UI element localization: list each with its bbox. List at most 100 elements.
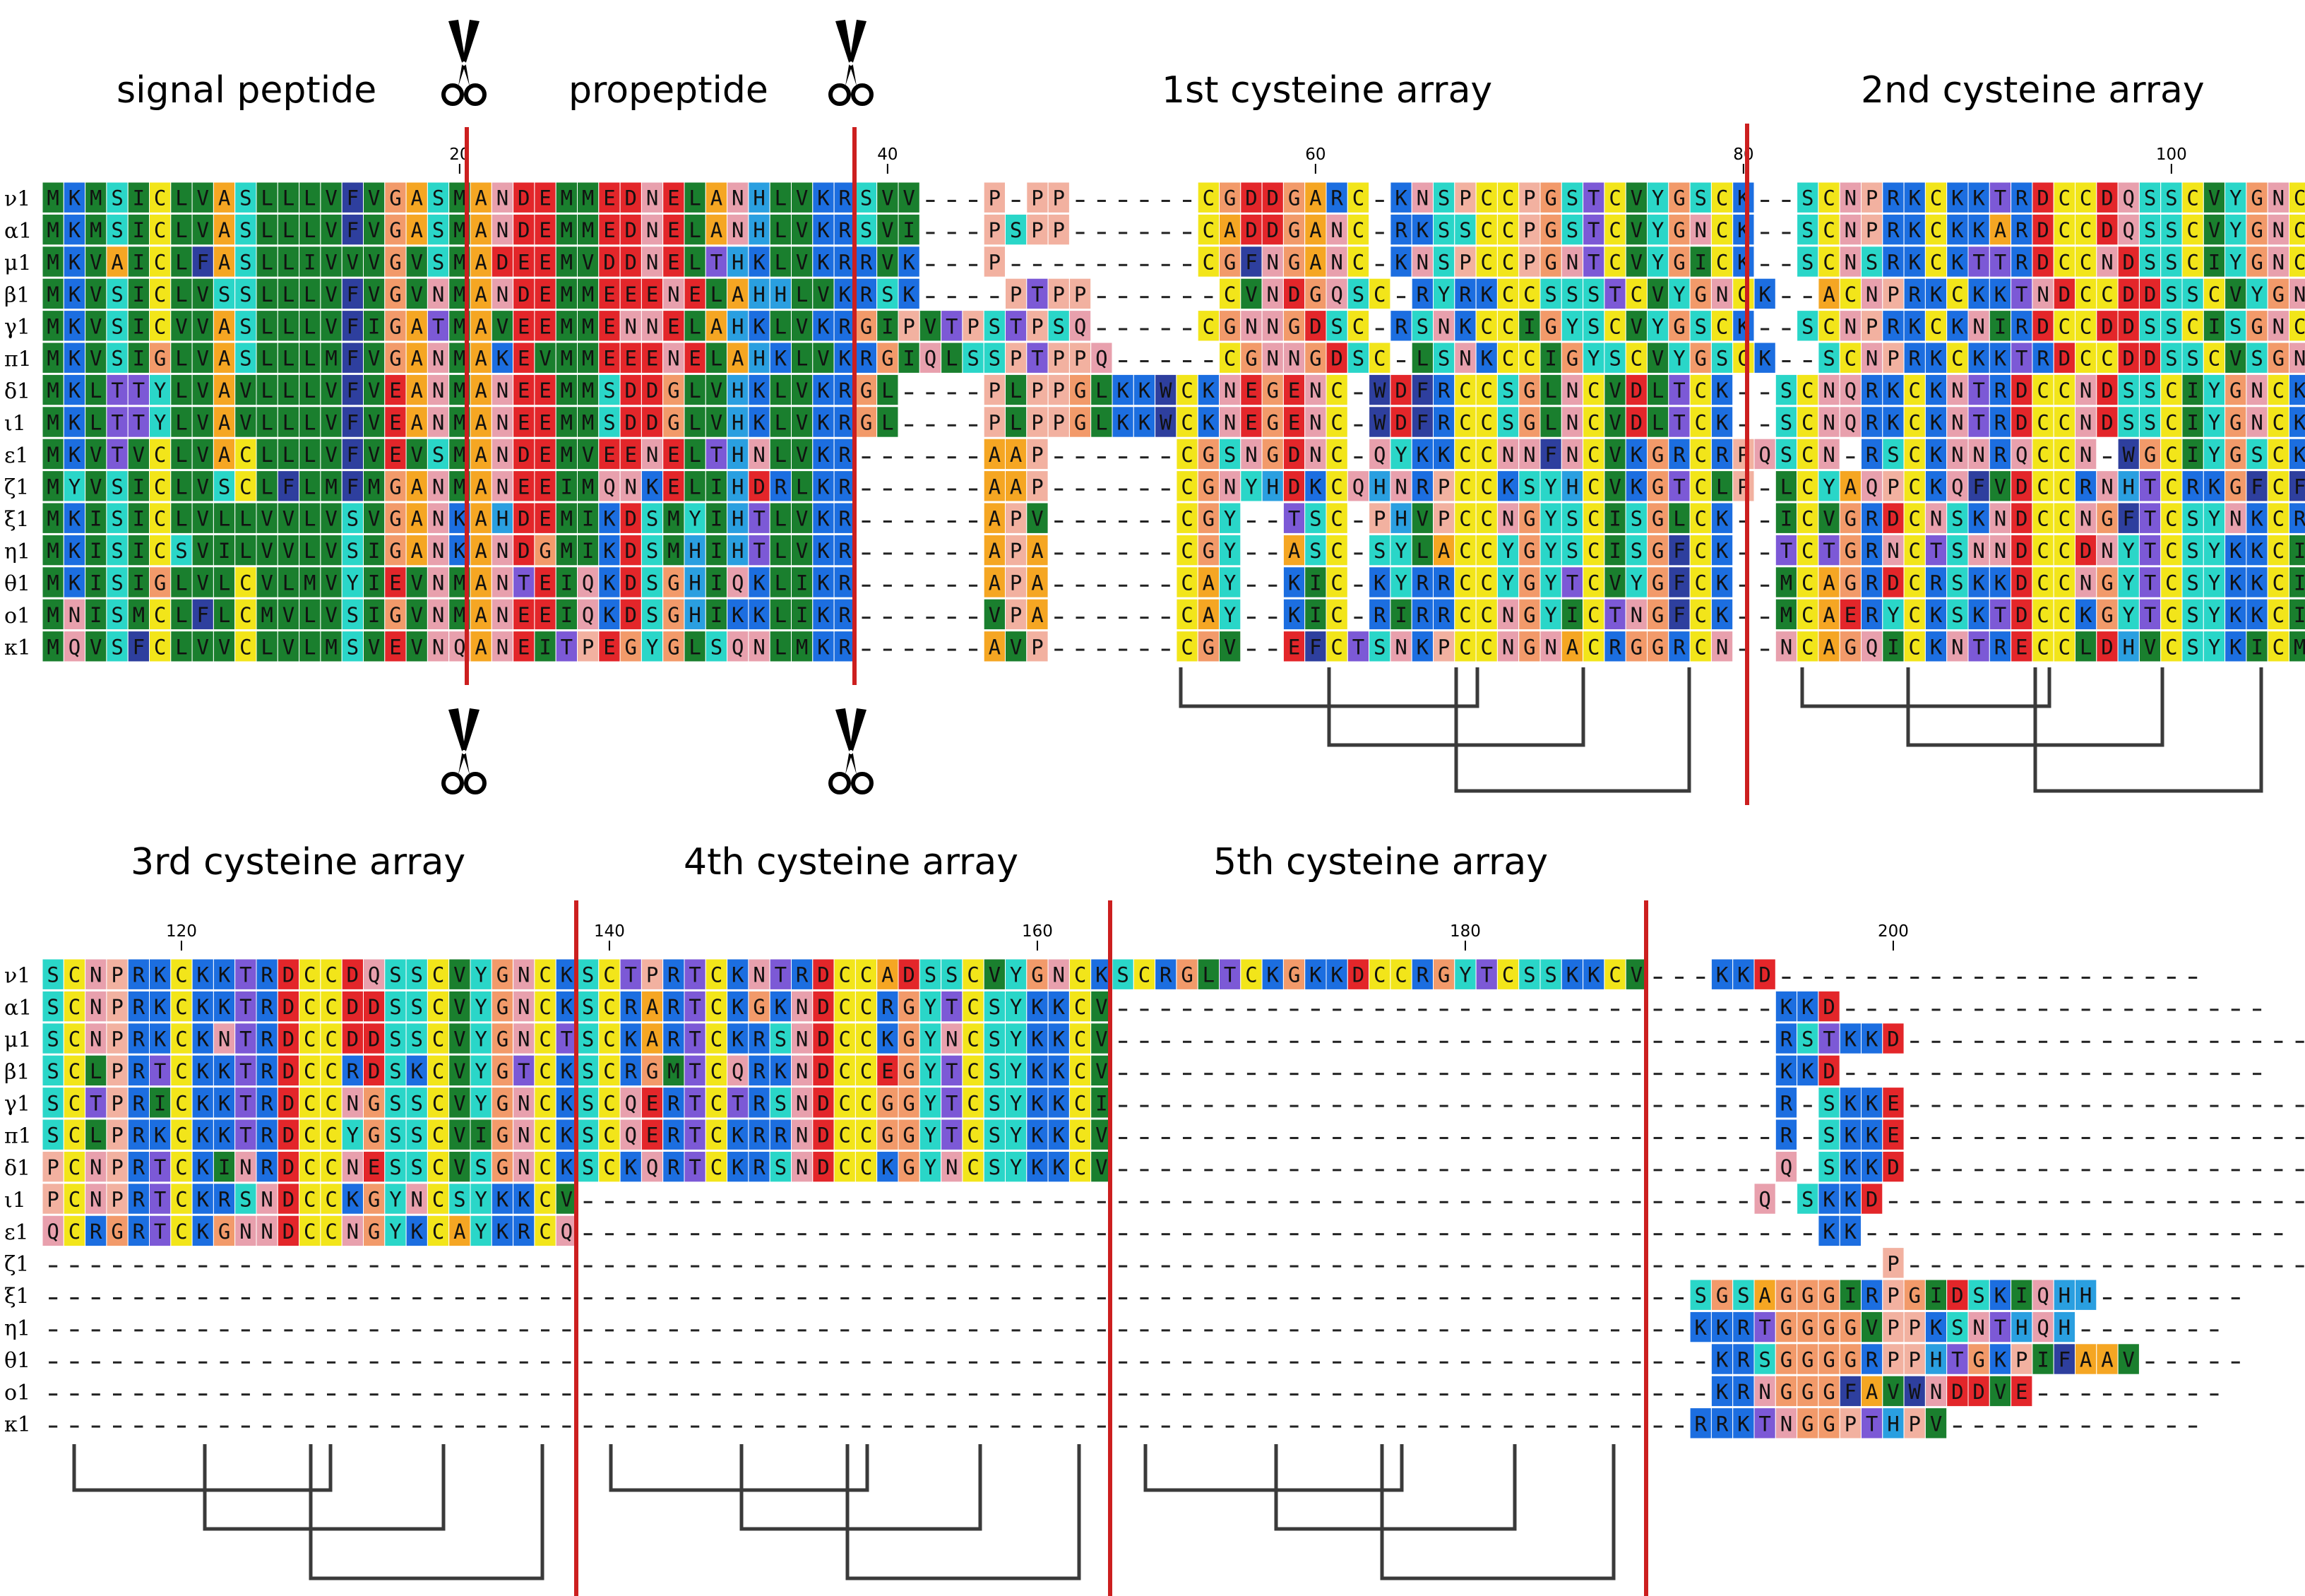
residue-letter: C (2059, 475, 2071, 499)
residue-cell (234, 213, 257, 246)
gap-mark (1547, 1329, 1556, 1332)
residue-letter: K (732, 963, 744, 987)
residue-letter: T (90, 1091, 102, 1115)
residue-cell (2160, 181, 2183, 213)
residue-letter: R (261, 995, 273, 1019)
residue-letter: C (2037, 443, 2049, 467)
gap-mark (1653, 1136, 1662, 1139)
residue-letter: E (518, 347, 530, 371)
residue-letter: N (90, 963, 102, 987)
gap-mark (2017, 1201, 2026, 1203)
residue-letter: R (218, 1187, 231, 1211)
residue-cell (684, 246, 706, 278)
cys-array-3-label: 3rd cysteine array (131, 841, 465, 883)
residue-cell (1946, 246, 1969, 278)
residue-letter: T (1823, 1027, 1835, 1051)
residue-letter: K (817, 250, 830, 274)
residue-letter: K (197, 1091, 210, 1115)
residue-letter: C (2273, 603, 2285, 627)
gap-mark (1547, 1073, 1556, 1076)
residue-letter: P (989, 410, 1001, 434)
residue-letter: R (667, 1155, 680, 1179)
residue-letter: L (689, 635, 701, 659)
residue-letter: T (1588, 186, 1600, 210)
residue-letter: K (1031, 1155, 1044, 1179)
gap-mark (883, 520, 892, 523)
residue-cell (320, 181, 343, 213)
residue-letter: K (1994, 347, 2007, 371)
residue-letter: S (411, 1124, 423, 1148)
residue-letter: C (860, 995, 872, 1019)
residue-letter: V (1609, 443, 1621, 467)
residue-letter: C (304, 995, 316, 1019)
residue-letter: K (1267, 963, 1280, 987)
residue-letter: R (1737, 1347, 1750, 1371)
residue-letter: V (90, 250, 102, 274)
residue-letter: S (218, 282, 230, 306)
residue-letter: K (2229, 539, 2242, 563)
residue-letter: Q (1352, 475, 1364, 499)
residue-letter: N (496, 539, 508, 563)
gap-mark (2038, 1265, 2048, 1268)
residue-letter: K (839, 347, 852, 371)
residue-letter: A (710, 186, 722, 210)
gap-mark (1931, 1169, 1941, 1172)
gap-mark (818, 1201, 828, 1203)
residue-letter: N (1523, 443, 1535, 467)
gap-mark (1268, 617, 1277, 619)
residue-letter: K (154, 995, 167, 1019)
residue-letter: C (1459, 443, 1471, 467)
residue-letter: G (1523, 571, 1535, 595)
residue-letter: C (1801, 410, 1813, 434)
residue-letter: C (1716, 218, 1728, 242)
residue-letter: L (304, 218, 316, 242)
residue-letter: F (2251, 475, 2263, 499)
residue-letter: V (411, 571, 423, 595)
residue-cell (299, 213, 321, 246)
residue-letter: K (1972, 603, 1985, 627)
residue-letter: G (154, 571, 166, 595)
residue-letter: R (839, 314, 852, 338)
residue-letter: G (1652, 539, 1664, 563)
residue-letter: N (625, 475, 637, 499)
residue-letter: S (1951, 507, 1963, 531)
residue-letter: P (1523, 218, 1535, 242)
gap-mark (691, 1233, 700, 1236)
residue-letter: P (1031, 475, 1043, 499)
residue-letter: M (47, 603, 59, 627)
gap-mark (1076, 1361, 1085, 1364)
residue-letter: P (1010, 347, 1022, 371)
gap-mark (1782, 359, 1791, 362)
residue-letter: D (347, 963, 359, 987)
gap-mark (1076, 1201, 1085, 1203)
gap-mark (1910, 1073, 1919, 1076)
gap-mark (1161, 263, 1170, 266)
residue-letter: C (1074, 995, 1086, 1019)
residue-letter: T (1994, 250, 2006, 274)
gap-mark (412, 1265, 422, 1268)
residue-letter: N (1631, 603, 1643, 627)
residue-cell (705, 246, 728, 278)
residue-letter: V (1609, 571, 1621, 595)
gap-mark (883, 488, 892, 491)
residue-letter: K (603, 539, 616, 563)
residue-letter: L (175, 507, 187, 531)
residue-letter: C (2059, 379, 2071, 403)
residue-letter: G (496, 1027, 508, 1051)
gap-mark (926, 1329, 935, 1332)
gap-mark (1674, 1361, 1684, 1364)
residue-cell (2032, 246, 2054, 278)
gap-mark (990, 1201, 999, 1203)
gap-mark (1311, 1136, 1320, 1139)
residue-letter: G (1267, 379, 1279, 403)
gap-mark (2081, 1008, 2090, 1011)
residue-letter: G (389, 218, 401, 242)
residue-letter: A (1288, 539, 1300, 563)
residue-letter: S (239, 314, 251, 338)
residue-letter: T (689, 1124, 701, 1148)
residue-letter: L (282, 443, 294, 467)
gap-mark (1268, 1329, 1277, 1332)
residue-letter: V (796, 410, 808, 434)
gap-mark (1119, 1040, 1128, 1043)
